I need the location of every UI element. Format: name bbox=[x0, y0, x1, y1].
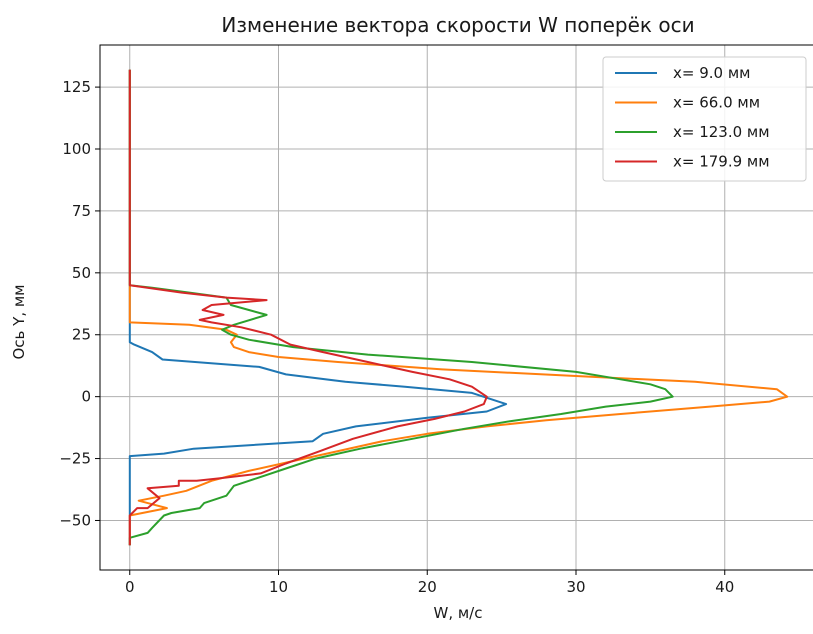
legend: x= 9.0 мм x= 66.0 мм x= 123.0 мм x= 179.9 м… bbox=[602, 56, 807, 182]
y-tick-label: 75 bbox=[72, 202, 91, 220]
plot-frame bbox=[99, 44, 813, 571]
y-axis-ticks: −50 −25 0 25 50 75 100 125 bbox=[59, 78, 100, 529]
series-line-1 bbox=[128, 69, 508, 546]
y-tick-label: −25 bbox=[59, 450, 91, 468]
series-line-3 bbox=[128, 69, 674, 546]
legend-label-2: x= 66.0 мм bbox=[673, 94, 760, 112]
x-tick-label: 20 bbox=[418, 578, 437, 596]
y-tick-label: 50 bbox=[72, 264, 91, 282]
legend-box bbox=[602, 56, 807, 182]
y-tick-label: −50 bbox=[59, 511, 91, 529]
x-tick-label: 0 bbox=[125, 578, 135, 596]
legend-label-1: x= 9.0 мм bbox=[673, 64, 750, 82]
x-axis-label: W, м/с bbox=[434, 604, 483, 622]
x-tick-label: 30 bbox=[566, 578, 585, 596]
series-line-2 bbox=[128, 69, 789, 546]
series-line-4 bbox=[128, 69, 488, 546]
y-tick-label: 0 bbox=[81, 388, 91, 406]
series-lines bbox=[128, 69, 789, 546]
x-tick-label: 40 bbox=[715, 578, 734, 596]
y-tick-label: 125 bbox=[62, 78, 91, 96]
x-tick-label: 10 bbox=[269, 578, 288, 596]
y-tick-label: 100 bbox=[62, 140, 91, 158]
y-axis-label: Ось Y, мм bbox=[10, 285, 28, 360]
chart-title: Изменение вектора скорости W поперёк оси bbox=[221, 13, 694, 37]
legend-label-3: x= 123.0 мм bbox=[673, 123, 770, 141]
x-axis-ticks: 0 10 20 30 40 bbox=[125, 570, 734, 596]
legend-label-4: x= 179.9 мм bbox=[673, 153, 770, 171]
y-tick-label: 25 bbox=[72, 326, 91, 344]
